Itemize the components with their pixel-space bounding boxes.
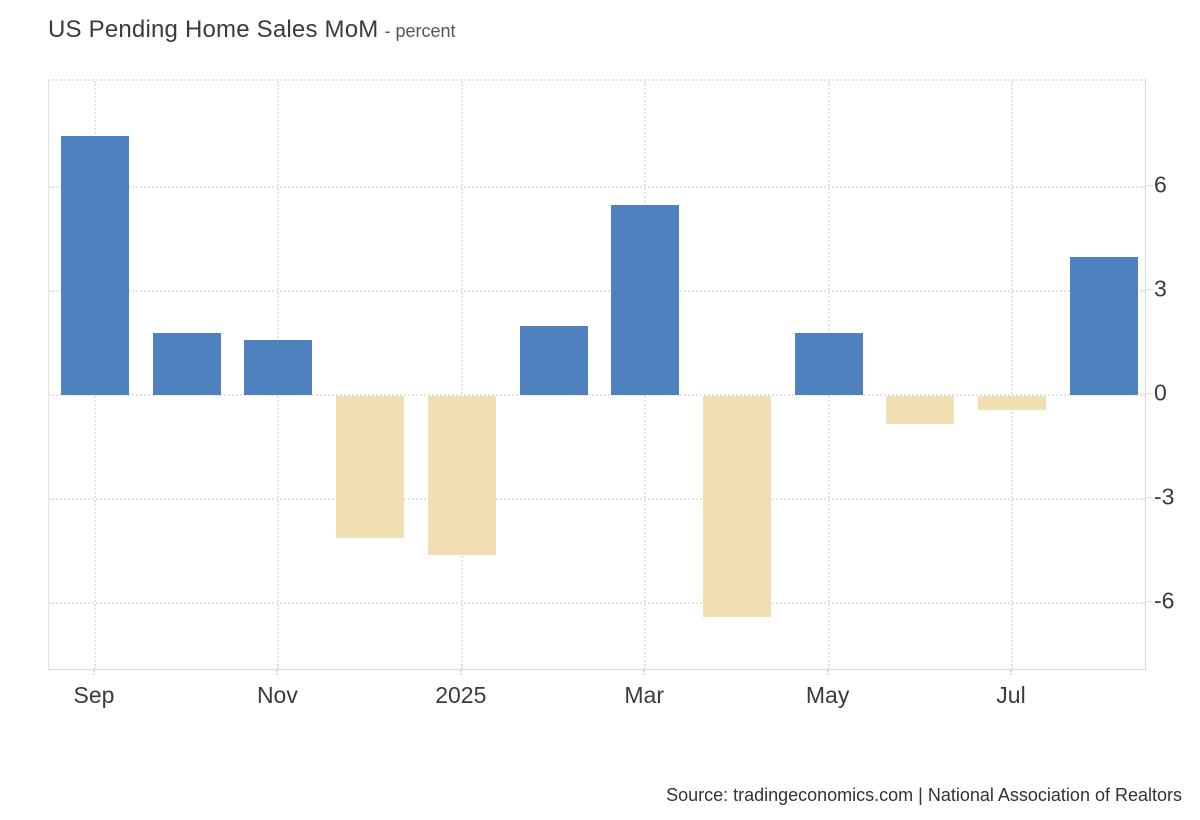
- x-axis-label-Nov: Nov: [256, 682, 298, 708]
- x-axis-label-Mar: Mar: [624, 682, 664, 708]
- bar-Mar-2025[interactable]: [611, 204, 680, 395]
- x-axis-tick: [643, 670, 646, 675]
- chart-title: US Pending Home Sales MoM: [48, 16, 379, 43]
- y-axis-label-6: 6: [1154, 171, 1167, 198]
- y-axis-tick: [1146, 600, 1153, 602]
- gridline-y-0: [49, 394, 1145, 396]
- bar-Jun-2025[interactable]: [886, 396, 955, 424]
- x-axis-label-2025: 2025: [435, 682, 487, 708]
- y-axis-label--6: -6: [1154, 587, 1175, 614]
- y-axis-tick: [1146, 289, 1153, 291]
- bar-Jan-2025[interactable]: [427, 396, 496, 556]
- gridline-y-6: [49, 186, 1145, 189]
- bar-Feb-2025[interactable]: [519, 325, 588, 395]
- y-axis-tick: [1146, 393, 1153, 394]
- chart-header: US Pending Home Sales MoM - percent: [48, 16, 456, 44]
- gridline-x-2025: [460, 81, 463, 669]
- y-axis-label-3: 3: [1154, 275, 1167, 302]
- bar-Jul-2025[interactable]: [978, 396, 1046, 410]
- bar-Aug-2025[interactable]: [1069, 256, 1138, 395]
- x-axis-label-May: May: [805, 682, 850, 708]
- x-axis-tick: [1010, 670, 1012, 675]
- plot-area: [48, 79, 1146, 670]
- gridline-y--3: [49, 497, 1145, 500]
- bar-Sep-2024[interactable]: [61, 135, 129, 395]
- gridline-y-3: [49, 290, 1145, 293]
- y-axis-label--3: -3: [1154, 483, 1175, 510]
- x-axis-tick: [276, 670, 279, 675]
- x-axis-tick: [826, 670, 829, 675]
- bar-Oct-2024[interactable]: [152, 332, 221, 395]
- x-axis-tick: [459, 670, 462, 675]
- bar-Nov-2024[interactable]: [244, 339, 313, 395]
- y-axis-tick: [1146, 496, 1153, 498]
- x-axis-tick: [93, 670, 95, 675]
- bar-Apr-2025[interactable]: [702, 396, 771, 618]
- gridline-y--6: [49, 601, 1145, 604]
- y-axis-label-0: 0: [1154, 379, 1167, 406]
- bar-Dec-2024[interactable]: [336, 396, 405, 538]
- source-text: Source: tradingeconomics.com | National …: [666, 785, 1182, 805]
- x-axis-label-Jul: Jul: [996, 682, 1026, 708]
- y-axis-tick: [1146, 185, 1153, 187]
- chart-subtitle: - percent: [384, 21, 456, 41]
- x-axis-label-Sep: Sep: [73, 682, 115, 708]
- bar-May-2025[interactable]: [794, 332, 863, 395]
- gridline-x-Jul: [1011, 81, 1013, 669]
